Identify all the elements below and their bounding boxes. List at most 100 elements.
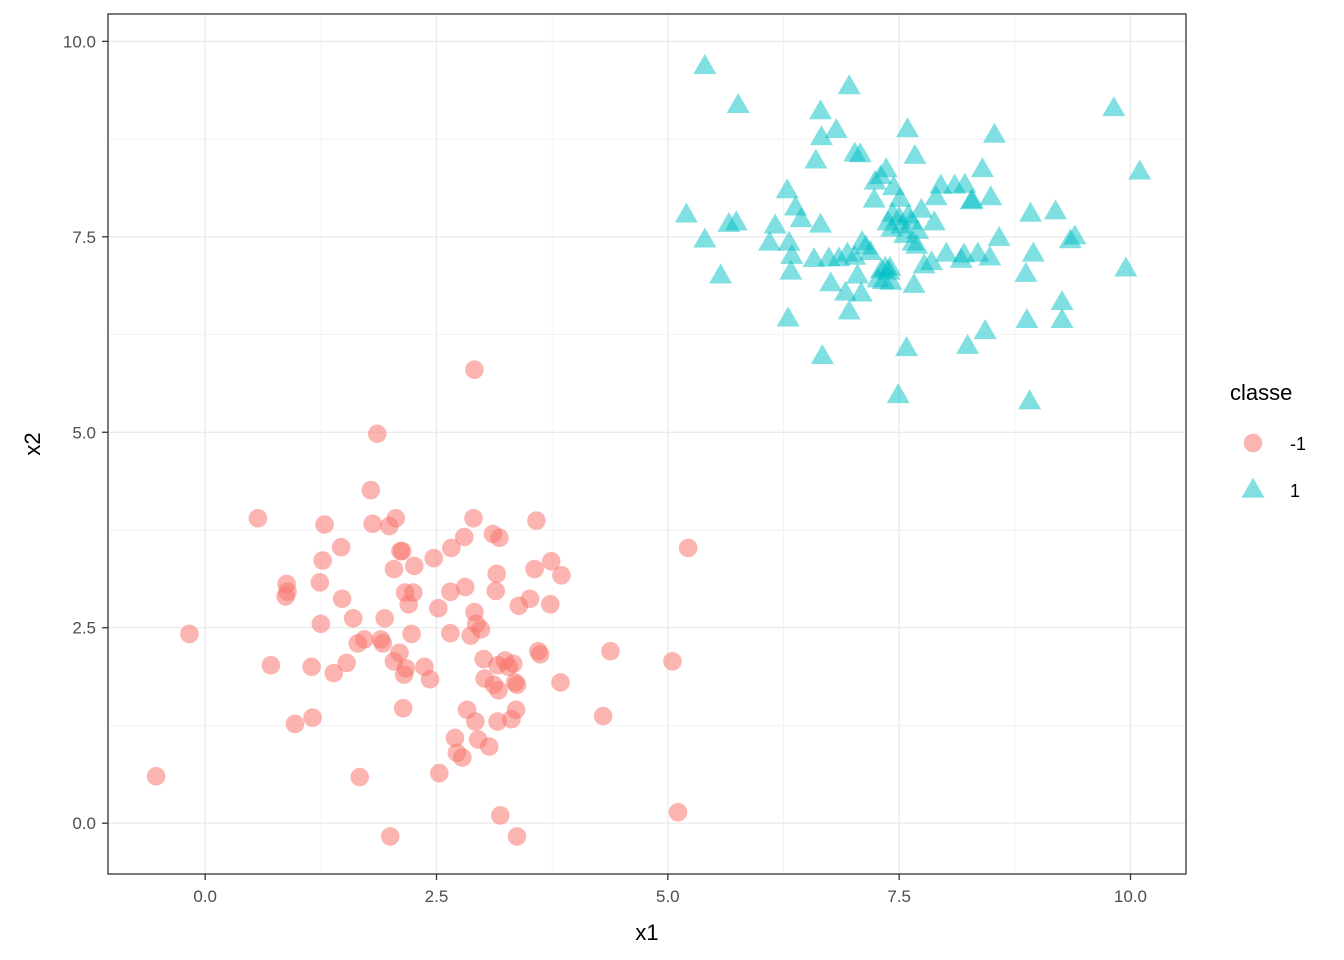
legend-key-circle (1243, 433, 1263, 453)
data-point-circle (248, 508, 268, 528)
data-point-circle (489, 680, 508, 700)
data-point-triangle (810, 344, 834, 365)
data-point-circle (386, 508, 406, 528)
data-point-triangle (780, 244, 804, 264)
data-point-triangle (849, 281, 873, 302)
data-point-triangle (824, 118, 848, 139)
data-point-circle (486, 581, 506, 601)
legend-key-triangle (1241, 477, 1265, 498)
data-point-triangle (1021, 241, 1045, 262)
data-point-triangle (906, 218, 930, 239)
data-point-triangle (895, 117, 919, 138)
data-point-circle (525, 559, 544, 579)
data-point-circle (375, 609, 394, 628)
data-point-circle (390, 643, 409, 663)
data-point-triangle (848, 142, 872, 163)
data-point-circle (384, 559, 404, 579)
data-point-triangle (960, 188, 984, 209)
y-tick-label: 7.5 (72, 228, 96, 247)
data-point-circle (324, 663, 344, 683)
y-tick-label: 2.5 (72, 619, 96, 638)
data-point-circle (520, 589, 540, 609)
data-point-triangle (1102, 96, 1126, 117)
data-point-triangle (874, 157, 898, 178)
data-point-circle (278, 582, 297, 602)
grid-lines (108, 14, 1186, 874)
data-point-triangle (779, 259, 803, 280)
data-point-circle (455, 577, 475, 597)
data-point-circle (465, 360, 484, 380)
data-point-triangle (709, 263, 733, 284)
data-point-triangle (1050, 308, 1074, 329)
y-tick-label: 5.0 (72, 423, 96, 442)
x-tick-label: 7.5 (887, 887, 911, 906)
data-point-circle (332, 589, 352, 609)
x-tick-label: 2.5 (425, 887, 449, 906)
data-point-triangle (956, 333, 980, 354)
data-point-triangle (1050, 290, 1074, 311)
data-point-triangle (1044, 199, 1068, 220)
data-point-circle (350, 767, 369, 787)
data-point-triangle (808, 99, 832, 120)
data-point-circle (593, 706, 613, 726)
legend-label: -1 (1290, 434, 1306, 454)
data-point-triangle (858, 240, 882, 261)
data-point-circle (454, 527, 474, 547)
data-point-circle (503, 654, 523, 673)
data-point-circle (363, 514, 382, 534)
data-point-circle (663, 652, 682, 671)
data-point-circle (392, 541, 412, 561)
data-point-circle (601, 641, 620, 661)
data-point-circle (343, 609, 363, 628)
data-point-triangle (987, 226, 1011, 246)
data-point-circle (479, 737, 499, 756)
data-point-triangle (808, 212, 832, 233)
data-point-circle (552, 566, 571, 585)
data-point-triangle (922, 210, 946, 231)
data-point-circle (441, 538, 461, 558)
data-point-circle (490, 528, 509, 548)
data-point-triangle (1063, 224, 1087, 245)
data-point-triangle (693, 54, 717, 74)
data-point-circle (424, 548, 444, 568)
data-point-triangle (837, 299, 861, 320)
data-point-circle (441, 623, 460, 643)
data-point-triangle (903, 143, 927, 164)
data-point-circle (373, 634, 393, 653)
data-point-triangle (1128, 159, 1152, 180)
data-point-triangle (1014, 261, 1038, 282)
data-point-triangle (833, 280, 857, 301)
data-point-triangle (724, 210, 748, 231)
data-point-circle (311, 614, 331, 634)
data-point-triangle (895, 336, 919, 357)
data-point-circle (429, 763, 449, 783)
data-point-circle (310, 573, 330, 592)
data-point-triangle (886, 383, 910, 404)
data-point-circle (393, 698, 413, 718)
data-point-circle (313, 551, 332, 570)
data-point-triangle (1114, 256, 1138, 277)
x-tick-label: 10.0 (1114, 887, 1147, 906)
data-point-triangle (819, 271, 843, 292)
y-tick-label: 10.0 (63, 32, 96, 51)
data-point-circle (302, 657, 321, 677)
data-point-triangle (1015, 308, 1039, 329)
legend-label: 1 (1290, 481, 1300, 501)
data-point-triangle (878, 255, 902, 276)
data-point-circle (507, 675, 527, 695)
data-point-triangle (970, 157, 994, 178)
data-point-circle (453, 748, 472, 767)
data-point-triangle (1018, 389, 1042, 410)
data-point-triangle (846, 263, 870, 284)
data-point-triangle (693, 227, 717, 248)
x-tick-label: 0.0 (193, 887, 217, 906)
legend: classe -1 1 (1230, 380, 1306, 501)
data-point-circle (355, 630, 374, 649)
data-point-circle (420, 670, 440, 689)
y-axis-title: x2 (20, 432, 45, 455)
data-point-circle (668, 802, 688, 822)
data-point-triangle (909, 197, 933, 218)
data-point-circle (303, 708, 322, 727)
data-point-triangle (905, 233, 929, 254)
data-point-circle (367, 424, 387, 444)
